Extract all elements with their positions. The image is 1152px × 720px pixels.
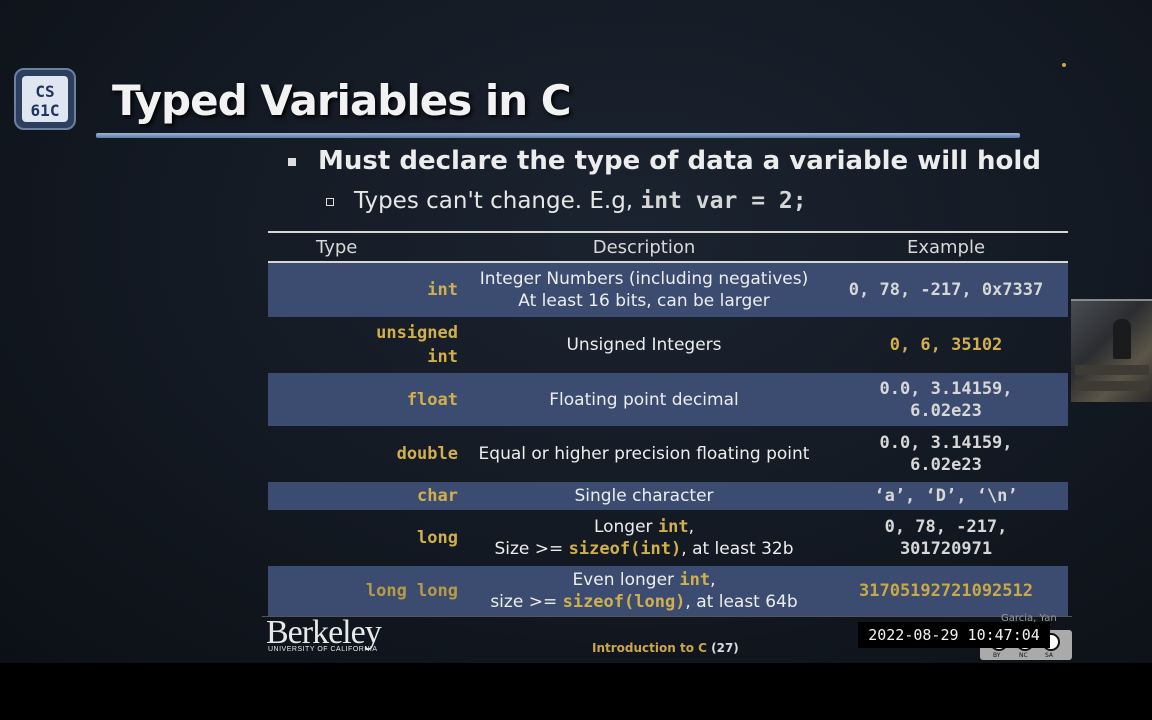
- author-credit: Garcia, Yan: [1001, 613, 1057, 624]
- desc-code: int: [657, 517, 689, 537]
- pointer-dot: [1062, 63, 1066, 67]
- webcam-thumbnail: [1071, 299, 1152, 402]
- bullet-main-text: Must declare the type of data a variable…: [318, 146, 1041, 176]
- lecture-slide: CS 61C Typed Variables in C Must declare…: [0, 0, 1152, 663]
- type-cell: double: [396, 444, 458, 464]
- header-description: Description: [464, 231, 824, 263]
- example-cell-line2: 6.02e23: [910, 455, 982, 475]
- example-cell-line2: 301720971: [899, 539, 993, 559]
- desc-code: sizeof(long): [562, 592, 686, 612]
- page-number: (27): [711, 641, 739, 655]
- desc-cell: Unsigned Integers: [566, 335, 722, 355]
- bullet-sub-text: Types can't change. E.g,: [354, 188, 641, 214]
- bullet-square-icon: [288, 157, 296, 166]
- example-cell-line2: 6.02e23: [910, 400, 982, 421]
- cc-nc-label: NC: [1019, 652, 1028, 659]
- berkeley-subtitle: UNIVERSITY OF CALIFORNIA: [268, 646, 378, 653]
- cc-sa-label: SA: [1045, 652, 1054, 659]
- table-row: float Floating point decimal 0.0, 3.1415…: [268, 373, 1068, 426]
- desc-cell: Floating point decimal: [549, 389, 739, 410]
- logo-line1: CS: [35, 82, 55, 101]
- example-cell: 0, 78, -217, 0x7337: [848, 280, 1044, 300]
- type-cell: long long: [365, 581, 458, 601]
- desc-cell: Single character: [574, 486, 714, 506]
- slide-title: Typed Variables in C: [112, 76, 572, 125]
- type-cell: int: [427, 280, 458, 300]
- type-cell: float: [406, 389, 458, 410]
- example-cell: 0, 78, -217,: [884, 517, 1008, 537]
- example-cell: 0.0, 3.14159,: [879, 433, 1013, 453]
- table-header-row: Type Description Example: [268, 231, 1068, 263]
- video-timestamp: 2022-08-29 10:47:04: [858, 622, 1050, 648]
- bullet-hollow-square-icon: [326, 197, 334, 206]
- type-cell: unsigned: [376, 323, 458, 343]
- example-cell: 0.0, 3.14159,: [879, 378, 1013, 399]
- cs61c-logo: CS 61C: [14, 68, 76, 130]
- bullet-main: Must declare the type of data a variable…: [288, 146, 1041, 176]
- desc-cell: Even longer int,: [572, 570, 716, 590]
- example-cell: 0, 6, 35102: [889, 335, 1003, 355]
- bullet-sub-code: int var = 2;: [640, 188, 807, 214]
- presenter-figure: [1113, 319, 1131, 359]
- table-row: double Equal or higher precision floatin…: [268, 426, 1068, 482]
- desc-cell-line2: size >= sizeof(long), at least 64b: [490, 592, 798, 612]
- desc-cell: Longer int,: [593, 517, 695, 537]
- type-cell-line2: int: [427, 347, 458, 367]
- type-cell: long: [417, 528, 458, 548]
- desc-code: sizeof(int): [568, 539, 682, 559]
- cc-by-label: BY: [993, 652, 1001, 659]
- logo-line2: 61C: [30, 101, 60, 120]
- example-cell: 31705192721092512: [859, 581, 1033, 601]
- bullet-sub: Types can't change. E.g, int var = 2;: [326, 188, 807, 214]
- table-row: long long Even longer int, size >= sizeo…: [268, 566, 1068, 616]
- desc-code: int: [679, 570, 711, 590]
- header-type: Type: [268, 231, 464, 263]
- berkeley-wordmark: Berkeley: [266, 614, 382, 651]
- table-row: unsigned int Unsigned Integers 0, 6, 351…: [268, 317, 1068, 373]
- example-cell: ‘a’, ‘D’, ‘\n’: [874, 486, 1018, 506]
- table-row: char Single character ‘a’, ‘D’, ‘\n’: [268, 482, 1068, 510]
- types-table: Type Description Example int Integer Num…: [268, 231, 1068, 616]
- type-cell: char: [417, 486, 458, 506]
- footer-divider: [262, 616, 1072, 617]
- desc-cell-line2: At least 16 bits, can be larger: [518, 291, 770, 311]
- desc-cell: Equal or higher precision floating point: [478, 444, 810, 464]
- desc-cell: Integer Numbers (including negatives): [479, 269, 809, 289]
- header-example: Example: [824, 231, 1068, 263]
- desc-cell-line2: Size >= sizeof(int), at least 32b: [494, 539, 794, 559]
- title-underline: [96, 133, 1020, 138]
- table-row: long Longer int, Size >= sizeof(int), at…: [268, 510, 1068, 566]
- footer-lecture-label: Introduction to C (27): [592, 641, 739, 655]
- table-row: int Integer Numbers (including negatives…: [268, 262, 1068, 317]
